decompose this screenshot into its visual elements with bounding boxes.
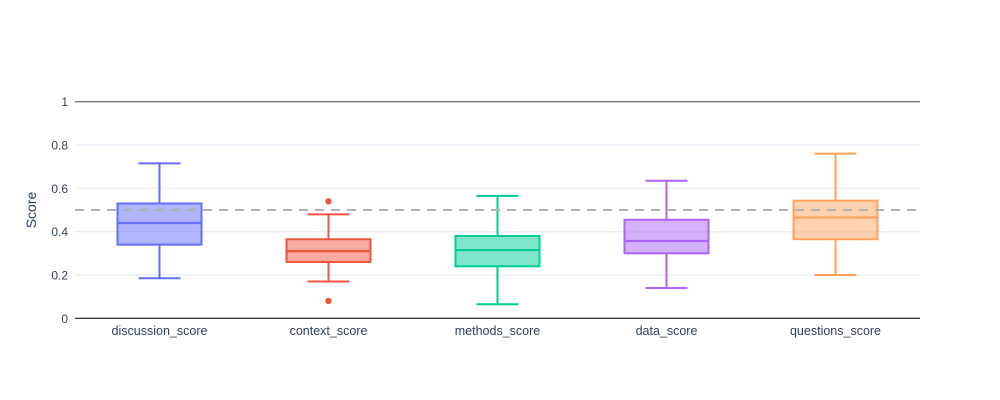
boxes-layer <box>116 152 879 306</box>
box-discussion_score[interactable] <box>116 162 203 280</box>
reference-lines-layer <box>75 101 920 211</box>
iqr-box[interactable] <box>792 199 879 241</box>
outlier-point[interactable] <box>325 297 332 305</box>
box-context_score[interactable] <box>285 198 372 305</box>
y-tick-label: 1 <box>61 95 68 109</box>
x-tick-label: methods_score <box>455 324 541 338</box>
y-tick-label: 0 <box>61 312 68 326</box>
outlier-point[interactable] <box>325 198 332 205</box>
y-axis-title: Score <box>23 192 39 229</box>
axis-labels-layer: Score 0 0.2 0.4 0.6 0.8 1 discussion_score cont… <box>23 95 881 338</box>
x-tick-label: questions_score <box>790 324 881 338</box>
box-questions_score[interactable] <box>792 152 879 276</box>
x-tick-label: context_score <box>290 324 368 338</box>
y-tick-label: 0.6 <box>51 182 68 196</box>
iqr-box[interactable] <box>623 218 710 255</box>
x-tick-label: discussion_score <box>112 324 208 338</box>
y-tick-label: 0.2 <box>51 268 68 282</box>
box-methods_score[interactable] <box>454 194 541 306</box>
x-tick-label: data_score <box>636 324 698 338</box>
y-tick-label: 0.4 <box>51 225 68 239</box>
box-data_score[interactable] <box>623 179 710 289</box>
y-tick-label: 0.8 <box>51 139 68 153</box>
